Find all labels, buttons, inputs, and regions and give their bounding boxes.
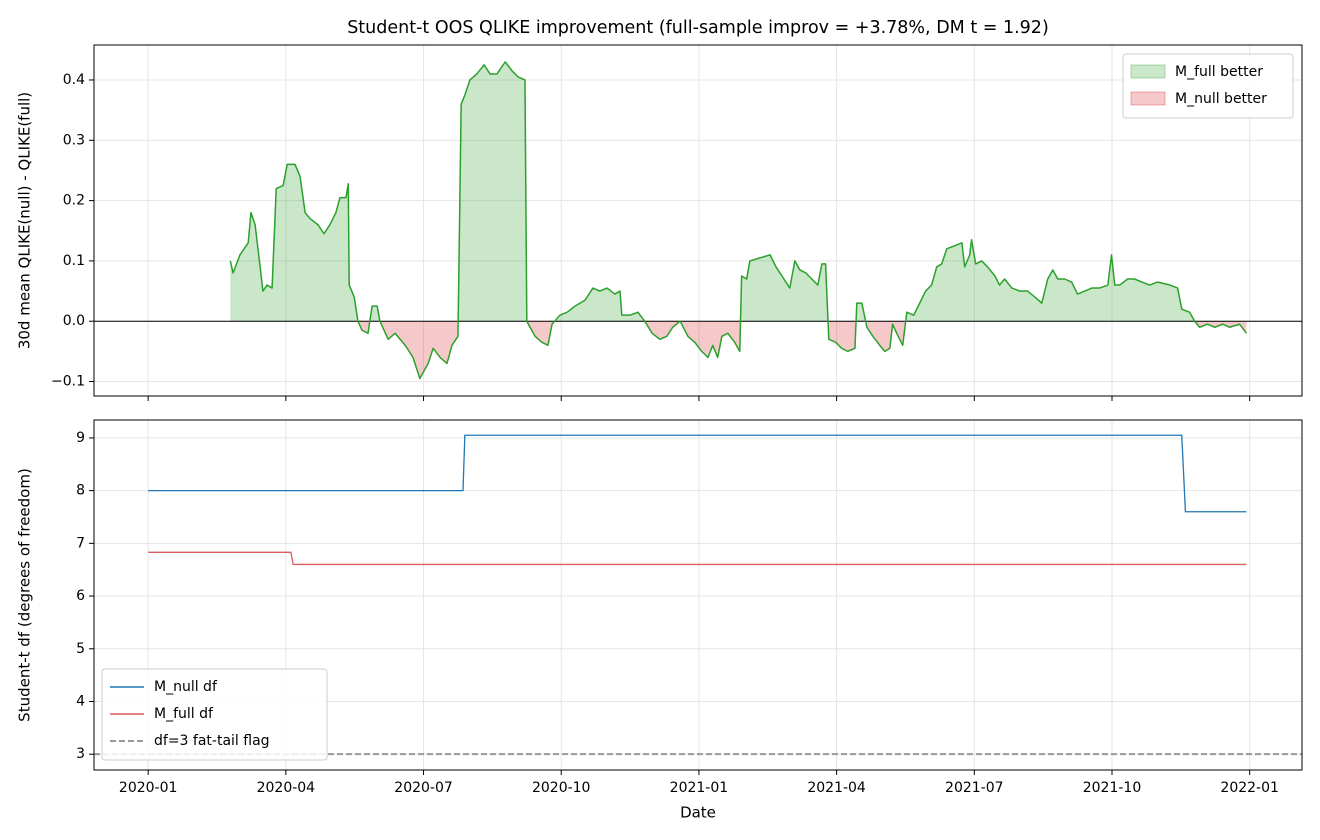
y-tick-label: 9: [76, 430, 85, 446]
x-tick-label: 2021-10: [1083, 780, 1142, 796]
x-tick-label: 2020-04: [257, 780, 316, 796]
y-tick-label: 3: [76, 746, 85, 762]
y-tick-label: 8: [76, 483, 85, 499]
y-tick-label: 0.1: [63, 253, 85, 269]
legend-label: M_null better: [1175, 91, 1267, 107]
y-tick-label: 5: [76, 641, 85, 657]
y-tick-label: 0.2: [63, 193, 85, 209]
y-tick-label: 0.3: [63, 132, 85, 148]
y-axis-label: Student-t df (degrees of freedom): [16, 468, 34, 722]
x-tick-label: 2020-07: [394, 780, 453, 796]
line: [148, 434, 1247, 513]
y-tick-label: 0.4: [63, 72, 85, 88]
chart-title: Student-t OOS QLIKE improvement (full-sa…: [347, 18, 1049, 38]
x-tick-label: 2020-01: [119, 780, 178, 796]
legend-label: df=3 fat-tail flag: [154, 733, 270, 749]
y-tick-label: 7: [76, 535, 85, 551]
x-tick-label: 2020-10: [532, 780, 591, 796]
legend-label: M_null df: [154, 679, 218, 695]
legend-label: M_full better: [1175, 64, 1263, 80]
y-tick-label: 4: [76, 693, 85, 709]
x-tick-label: 2021-07: [945, 780, 1004, 796]
legend-swatch: [1130, 91, 1166, 106]
y-tick-label: −0.1: [51, 374, 85, 390]
area-fill: [357, 321, 1247, 379]
legend-box: [101, 668, 328, 761]
y-tick-label: 6: [76, 588, 85, 604]
area-fill: [230, 61, 1247, 322]
y-axis-label: 30d mean QLIKE(null) - QLIKE(full): [16, 92, 34, 349]
line: [229, 61, 1248, 380]
axes-frame: [93, 419, 1303, 771]
legend-swatch: [1130, 64, 1166, 79]
line: [148, 551, 1247, 566]
x-tick-label: 2021-04: [807, 780, 866, 796]
legend-box: [1122, 53, 1294, 119]
x-tick-label: 2021-01: [670, 780, 729, 796]
x-tick-label: 2022-01: [1220, 780, 1279, 796]
axes-frame: [93, 44, 1303, 397]
y-tick-label: 0.0: [63, 313, 85, 329]
legend-label: M_full df: [154, 706, 214, 722]
x-axis-label: Date: [680, 804, 716, 822]
